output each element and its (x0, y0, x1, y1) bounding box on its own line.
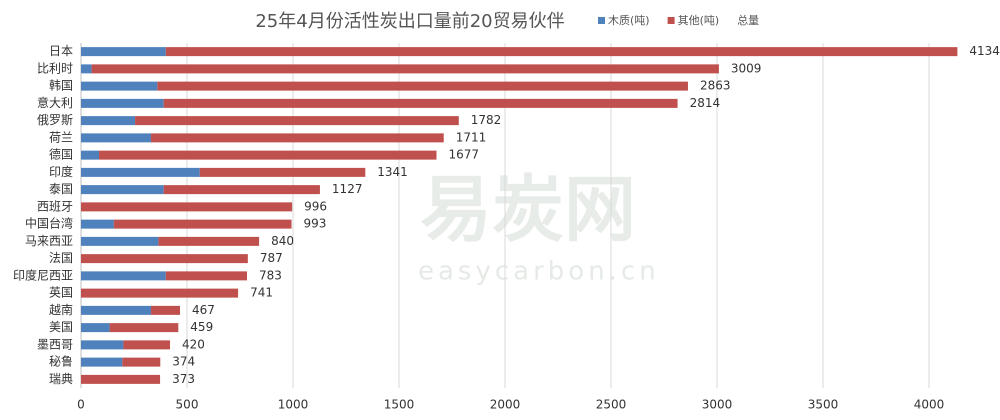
total-label: 783 (259, 268, 282, 282)
legend-label: 木质(吨) (608, 14, 650, 27)
watermark-url: easycarbon.cn (418, 257, 660, 287)
bar-segment (158, 236, 260, 246)
y-tick-label: 瑞典 (49, 372, 73, 386)
y-tick-label: 韩国 (49, 78, 73, 93)
y-tick-label: 秘鲁 (49, 355, 73, 369)
total-label: 840 (271, 234, 294, 248)
bar-segment (150, 133, 444, 143)
total-label: 373 (172, 372, 195, 386)
bar-segment (81, 288, 239, 298)
bar-segment (99, 150, 437, 160)
x-tick-label: 1000 (278, 398, 309, 412)
bar-segment (150, 305, 181, 315)
bar-segment (165, 271, 247, 281)
legend-swatch (667, 17, 675, 24)
total-label: 993 (304, 217, 327, 231)
x-tick-label: 3000 (702, 398, 733, 412)
bar-segment (81, 254, 248, 264)
bar-segment (81, 202, 293, 212)
y-tick-label: 马来西亚 (25, 234, 73, 248)
bar-segment (113, 219, 292, 229)
bar-segment (122, 357, 161, 367)
y-tick-label: 印度尼西亚 (13, 267, 73, 282)
y-tick-label: 中国台湾 (25, 216, 73, 231)
bar-segment (163, 185, 320, 195)
bar-segment (81, 64, 92, 74)
bar-segment (165, 47, 958, 57)
y-tick-label: 美国 (49, 320, 73, 334)
bar-segment (81, 81, 158, 91)
bar-segment (157, 81, 688, 91)
total-label: 2863 (700, 79, 731, 93)
bar-segment (81, 133, 151, 143)
total-label: 1341 (377, 165, 408, 179)
y-tick-label: 法国 (49, 251, 73, 265)
bar-segment (81, 185, 164, 195)
x-tick-label: 0 (77, 398, 85, 412)
y-tick-label: 意大利 (37, 95, 73, 110)
total-label: 420 (182, 337, 205, 351)
total-label: 3009 (731, 61, 762, 75)
y-tick-label: 英国 (49, 286, 73, 300)
bar-segment (81, 98, 164, 108)
y-tick-label: 西班牙 (37, 199, 73, 213)
y-tick-label: 墨西哥 (37, 337, 73, 351)
x-tick-label: 2000 (490, 398, 521, 412)
total-label: 1127 (332, 182, 363, 196)
bar-segment (199, 167, 366, 177)
bar-segment (81, 323, 110, 333)
bar-segment (81, 219, 114, 229)
bar-segment (81, 47, 166, 57)
bar-segment (81, 357, 123, 367)
bar-segment (81, 271, 166, 281)
y-tick-label: 泰国 (49, 182, 73, 196)
legend-label: 总量 (737, 13, 759, 27)
x-tick-label: 3500 (808, 398, 839, 412)
bar-segment (81, 116, 136, 126)
bar-segment (81, 150, 100, 160)
total-label: 741 (250, 286, 273, 300)
total-label: 996 (304, 199, 327, 213)
legend-swatch (598, 17, 605, 24)
x-tick-label: 1500 (384, 398, 415, 412)
bar-segment (109, 323, 179, 333)
x-tick-label: 2500 (596, 398, 627, 412)
bar-segment (135, 116, 459, 126)
total-label: 1782 (471, 113, 502, 127)
y-tick-label: 比利时 (37, 61, 73, 75)
bar-segment (81, 167, 200, 177)
y-tick-label: 荷兰 (49, 130, 73, 144)
total-label: 2814 (690, 96, 721, 110)
bar-segment (81, 340, 124, 350)
total-label: 787 (260, 251, 283, 265)
total-label: 374 (172, 355, 195, 369)
y-tick-label: 俄罗斯 (37, 113, 73, 127)
y-tick-label: 越南 (49, 302, 73, 317)
legend-label: 其他(吨) (678, 14, 720, 27)
bar-segment (81, 305, 151, 315)
chart-title: 25年4月份活性炭出口量前20贸易伙伴 (255, 11, 564, 32)
bar-segment (123, 340, 171, 350)
bar-segment (163, 98, 678, 108)
y-tick-label: 德国 (49, 147, 73, 162)
bar-segment (91, 64, 719, 74)
y-tick-label: 日本 (49, 44, 73, 58)
bar-segment (81, 374, 161, 384)
bar-segment (81, 236, 159, 246)
total-label: 467 (192, 303, 215, 317)
x-tick-label: 500 (176, 398, 199, 412)
total-label: 1677 (449, 148, 480, 162)
x-tick-label: 4000 (914, 398, 945, 412)
y-tick-label: 印度 (49, 164, 73, 179)
total-label: 1711 (456, 130, 487, 144)
total-label: 4134 (969, 44, 1000, 58)
watermark: 易炭网 (420, 168, 636, 252)
total-label: 459 (190, 320, 213, 334)
